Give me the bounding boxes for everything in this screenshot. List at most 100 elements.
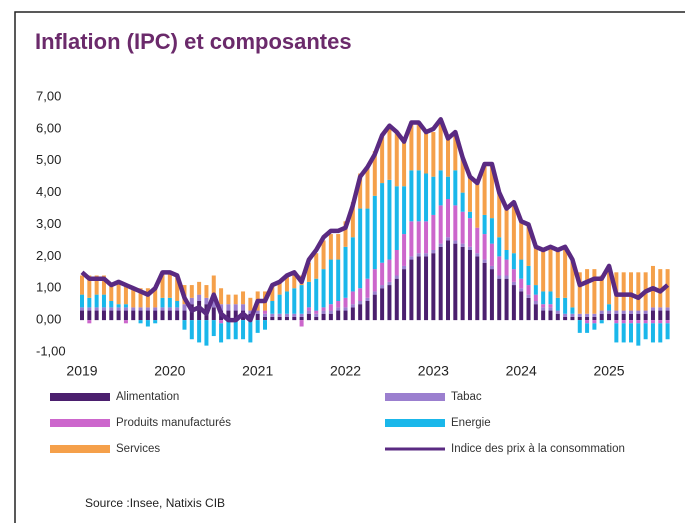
bar [328, 313, 333, 321]
bar [321, 269, 326, 308]
bar [123, 320, 128, 324]
bar [358, 288, 363, 301]
bar [402, 234, 407, 266]
bar [658, 269, 663, 308]
bar [541, 310, 546, 321]
bar [394, 250, 399, 276]
bar [621, 323, 626, 343]
x-tick-label: 2021 [242, 363, 273, 379]
bar [131, 288, 136, 308]
bar [621, 272, 626, 311]
bar [446, 138, 450, 177]
bar [350, 202, 355, 238]
bar [372, 294, 377, 321]
bar [160, 297, 165, 308]
bar [365, 167, 370, 209]
bar [416, 256, 421, 321]
bar [402, 265, 407, 270]
bar [489, 218, 494, 244]
bar [416, 170, 421, 222]
bar [548, 291, 553, 305]
bar [475, 183, 480, 228]
bar [475, 256, 480, 321]
bar [636, 272, 641, 311]
bar [665, 323, 670, 340]
bar [511, 285, 516, 321]
bar [80, 310, 84, 321]
bar [211, 320, 216, 337]
bar [87, 310, 92, 321]
bar [577, 316, 582, 321]
bar [153, 310, 158, 321]
bar [629, 320, 633, 324]
bar [365, 208, 370, 279]
bar [629, 272, 633, 311]
bar [277, 281, 282, 295]
bar [219, 304, 224, 311]
bar [467, 246, 472, 250]
bar [372, 151, 377, 196]
chart-title: Inflation (IPC) et composantes [35, 29, 352, 54]
legend-label: Tabac [451, 391, 482, 403]
bar [482, 262, 487, 321]
bar [665, 307, 670, 311]
bar [475, 253, 480, 257]
bar [233, 294, 238, 305]
bar [475, 227, 480, 254]
bar [197, 301, 202, 321]
bar [277, 313, 282, 317]
bar [424, 132, 429, 174]
bar [219, 323, 224, 343]
legend-swatch [385, 419, 445, 427]
bar [189, 297, 194, 305]
bar [182, 304, 187, 311]
bar [526, 297, 531, 321]
bar [175, 301, 180, 308]
bar [248, 320, 253, 343]
bar [431, 214, 436, 250]
bar [284, 291, 289, 314]
bar [658, 320, 663, 324]
bar [599, 275, 604, 311]
x-tick-label: 2024 [506, 363, 537, 379]
y-tick-label: 7,00 [36, 88, 61, 103]
bar [519, 221, 524, 260]
x-tick-label: 2023 [418, 363, 449, 379]
bar [577, 320, 582, 333]
bar [167, 310, 172, 321]
y-tick-label: 3,00 [36, 216, 61, 231]
bar [101, 307, 106, 311]
bar [219, 320, 224, 324]
bar [438, 119, 443, 171]
bar [431, 176, 436, 215]
bar [314, 253, 319, 279]
bar [101, 310, 106, 321]
y-tick-label: 0,00 [36, 312, 61, 327]
bar [614, 320, 619, 324]
bar [204, 297, 209, 305]
bar [336, 234, 341, 260]
bar [248, 310, 253, 314]
bar [570, 313, 575, 317]
legend-label: Energie [451, 417, 491, 429]
bar [629, 310, 633, 314]
bar [511, 281, 516, 286]
bar [460, 157, 465, 193]
bar [94, 310, 99, 321]
bar [585, 323, 590, 333]
bar [643, 310, 648, 314]
bar [255, 320, 260, 333]
bar [431, 132, 436, 177]
bar [402, 186, 407, 235]
bar [306, 307, 311, 311]
bar [555, 313, 560, 321]
bar [226, 320, 231, 340]
bar [277, 316, 282, 321]
bar [343, 246, 348, 298]
bar [614, 323, 619, 343]
bar [343, 297, 348, 308]
bar [504, 278, 509, 321]
bar [87, 320, 92, 324]
bar [321, 313, 326, 321]
